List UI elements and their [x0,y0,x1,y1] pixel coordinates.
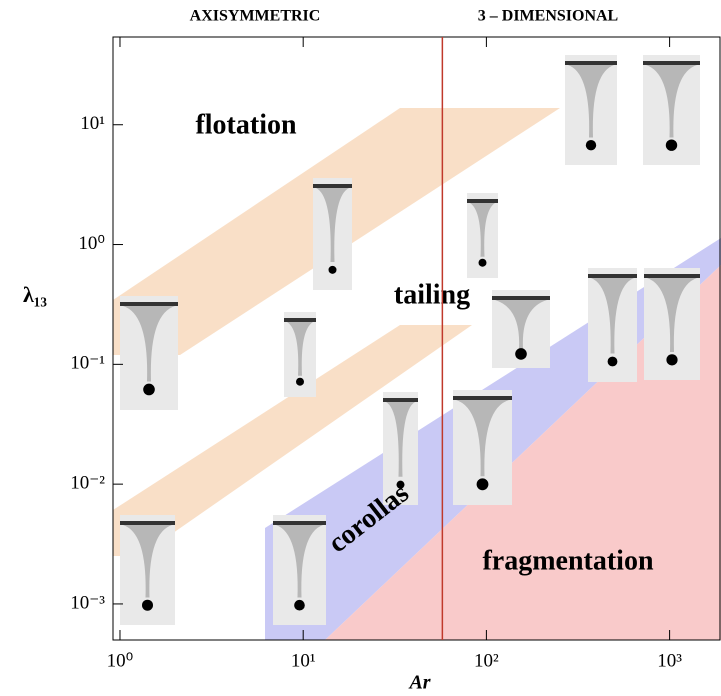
x-axis-label: Ar [407,672,430,694]
photo-surface [492,296,550,300]
photo-surface [643,61,700,65]
y-tick-label: 10⁻² [70,472,105,493]
y-tick-label: 10⁰ [78,233,105,254]
photo-sphere [515,348,527,360]
photo-sphere [666,354,677,365]
x-tick-label: 10² [474,650,499,671]
photo-sphere [294,600,305,611]
x-tick-label: 10³ [657,650,682,671]
photo-sphere [477,478,489,490]
header: AXISYMMETRIC [190,8,321,25]
y-tick-label: 10⁻¹ [70,353,105,374]
photo-surface [644,274,700,278]
y-tick-label: 10⁻³ [70,592,105,613]
photo-surface [313,184,352,188]
region-label: flotation [195,109,297,140]
region-label: fragmentation [482,545,654,576]
photo-surface [588,274,637,278]
photo-surface [565,61,617,65]
region-label: tailing [394,279,470,310]
photo-surface [467,199,498,203]
photo-sphere [329,266,337,274]
photo-surface [120,521,175,525]
photo-surface [120,302,178,306]
photo-sphere [479,259,487,267]
chart: AXISYMMETRIC 3 – DIMENSIONAL flotation t… [0,0,721,696]
y-tick-label: 10¹ [80,113,105,134]
x-tick-label: 10¹ [291,650,316,671]
photo-surface [284,318,316,322]
photo-sphere [608,357,618,367]
x-tick-label: 10⁰ [107,650,134,671]
photo-surface [273,521,326,525]
photo-sphere [143,384,155,396]
photo-sphere [296,378,304,386]
photo-surface [383,398,418,402]
photo-sphere [142,600,153,611]
photo-sphere [666,140,677,151]
photo-sphere [586,140,596,150]
y-axis-label: λ₁₃ [23,282,47,307]
header: 3 – DIMENSIONAL [478,8,618,25]
photo-surface [453,396,512,400]
